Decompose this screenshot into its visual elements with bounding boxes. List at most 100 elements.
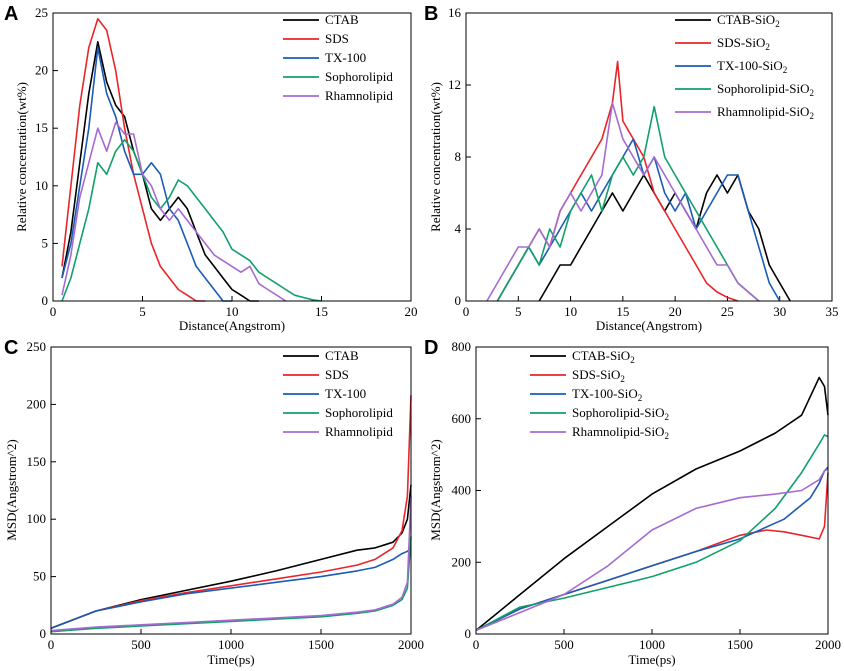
legend-label: TX-100-SiO2 xyxy=(717,58,787,75)
x-axis-label: Time(ps) xyxy=(207,652,254,667)
legend-label: SDS xyxy=(325,31,349,46)
x-tick-label: 0 xyxy=(473,637,480,652)
y-tick-label: 100 xyxy=(27,511,47,526)
x-tick-label: 30 xyxy=(773,304,786,319)
legend-label: Rhamnolipid xyxy=(325,424,393,439)
x-tick-label: 2000 xyxy=(398,637,424,652)
legend-label: CTAB-SiO2 xyxy=(572,348,635,365)
x-tick-label: 0 xyxy=(463,304,470,319)
y-tick-label: 400 xyxy=(452,483,472,498)
legend-subscript: 2 xyxy=(765,42,770,52)
panel-letter-b: B xyxy=(424,3,438,25)
legend-name: Sophorolipid-SiO xyxy=(572,405,664,420)
legend: CTAB-SiO2SDS-SiO2TX-100-SiO2Sophorolipid… xyxy=(530,348,669,441)
x-tick-label: 1500 xyxy=(727,637,753,652)
legend-name: Sophorolipid-SiO xyxy=(717,81,809,96)
series-line-ctab xyxy=(50,484,412,630)
x-tick-label: 15 xyxy=(616,304,629,319)
series-line-sds xyxy=(496,60,739,302)
series-line-ctab xyxy=(475,376,829,632)
y-axis-label: MSD(Angstrom^2) xyxy=(4,439,19,540)
legend-name: TX-100-SiO xyxy=(572,386,638,401)
panel-b: B Distance(Angstrom) Relative concentrat… xyxy=(424,3,839,333)
y-tick-label: 20 xyxy=(35,63,48,78)
legend: CTAB-SiO2SDS-SiO2TX-100-SiO2Sophorolipid… xyxy=(675,12,814,121)
y-tick-label: 16 xyxy=(448,5,462,20)
legend-subscript: 2 xyxy=(620,374,625,384)
series-group xyxy=(486,60,791,302)
panel-letter-a: A xyxy=(4,3,18,25)
series-line-rhamnolipid xyxy=(61,121,287,302)
legend-name: CTAB-SiO xyxy=(572,348,630,363)
ticks: 0 500 1000 1500 2000 0 50 100 150 200 250 xyxy=(27,339,425,652)
legend-label: CTAB xyxy=(325,12,359,27)
legend-label: Rhamnolipid xyxy=(325,88,393,103)
series-line-rhamnolipid xyxy=(50,496,412,632)
legend-subscript: 2 xyxy=(775,19,780,29)
series-line-sds xyxy=(50,395,412,630)
y-tick-label: 12 xyxy=(448,77,461,92)
legend-name: Rhamnolipid-SiO xyxy=(717,104,809,119)
legend-label: CTAB xyxy=(325,348,359,363)
plot-frame xyxy=(50,346,412,635)
y-axis-label: MSD(Angstrom^2) xyxy=(428,439,443,540)
legend-name: Sophorolipid xyxy=(325,405,393,420)
ticks: 0 5 10 15 20 25 30 35 0 4 8 12 16 xyxy=(448,5,839,319)
x-tick-label: 1500 xyxy=(308,637,334,652)
y-tick-label: 50 xyxy=(33,569,46,584)
x-axis-label: Time(ps) xyxy=(628,652,675,667)
legend-label: TX-100 xyxy=(325,50,366,65)
y-tick-label: 10 xyxy=(35,178,48,193)
y-tick-label: 250 xyxy=(27,339,47,354)
legend-name: CTAB-SiO xyxy=(717,12,775,27)
y-tick-label: 0 xyxy=(465,626,472,641)
series-line-rhamnolipid xyxy=(486,102,760,302)
legend: CTAB SDS TX-100 Sophorolipid Rhamnolipid xyxy=(283,348,393,439)
x-tick-label: 0 xyxy=(48,637,55,652)
series-line-rhamnolipid xyxy=(475,468,829,632)
series-group xyxy=(50,395,412,633)
legend-name: Rhamnolipid xyxy=(325,424,393,439)
legend: CTAB SDS TX-100 Sophorolipid Rhamnolipid xyxy=(283,12,393,103)
x-tick-label: 20 xyxy=(669,304,682,319)
y-tick-label: 800 xyxy=(452,339,472,354)
x-tick-label: 1000 xyxy=(218,637,244,652)
legend-subscript: 2 xyxy=(630,355,635,365)
y-tick-label: 200 xyxy=(452,554,472,569)
legend-label: Sophorolipid xyxy=(325,405,393,420)
legend-subscript: 2 xyxy=(809,111,814,121)
legend-subscript: 2 xyxy=(783,65,788,75)
series-group xyxy=(475,376,829,632)
x-tick-label: 5 xyxy=(515,304,522,319)
legend-name: TX-100-SiO xyxy=(717,58,783,73)
y-tick-label: 0 xyxy=(455,293,462,308)
legend-name: CTAB xyxy=(325,348,359,363)
plot-frame xyxy=(475,346,829,635)
panel-letter-d: D xyxy=(424,337,438,359)
x-tick-label: 2000 xyxy=(815,637,841,652)
y-tick-label: 5 xyxy=(42,235,49,250)
legend-name: TX-100 xyxy=(325,50,366,65)
series-line-sophorolipid xyxy=(50,536,412,633)
legend-name: Rhamnolipid xyxy=(325,88,393,103)
x-tick-label: 25 xyxy=(721,304,734,319)
x-tick-label: 15 xyxy=(315,304,328,319)
series-line-tx-100 xyxy=(496,138,781,302)
x-tick-label: 20 xyxy=(405,304,418,319)
panel-c: C Time(ps) MSD(Angstrom^2) 0 500 1000 1500 2… xyxy=(4,337,424,667)
series-line-sophorolipid xyxy=(496,105,760,302)
legend-subscript: 2 xyxy=(638,393,643,403)
legend-label: TX-100 xyxy=(325,386,366,401)
y-tick-label: 8 xyxy=(455,149,462,164)
legend-name: SDS xyxy=(325,31,349,46)
legend-subscript: 2 xyxy=(664,431,669,441)
series-line-tx-100 xyxy=(61,46,232,302)
y-tick-label: 150 xyxy=(27,454,47,469)
x-tick-label: 500 xyxy=(554,637,574,652)
x-tick-label: 0 xyxy=(50,304,57,319)
legend-label: CTAB-SiO2 xyxy=(717,12,780,29)
y-axis-label: Relative concentration(wt%) xyxy=(428,82,443,232)
legend-name: TX-100 xyxy=(325,386,366,401)
legend-label: SDS-SiO2 xyxy=(572,367,625,384)
